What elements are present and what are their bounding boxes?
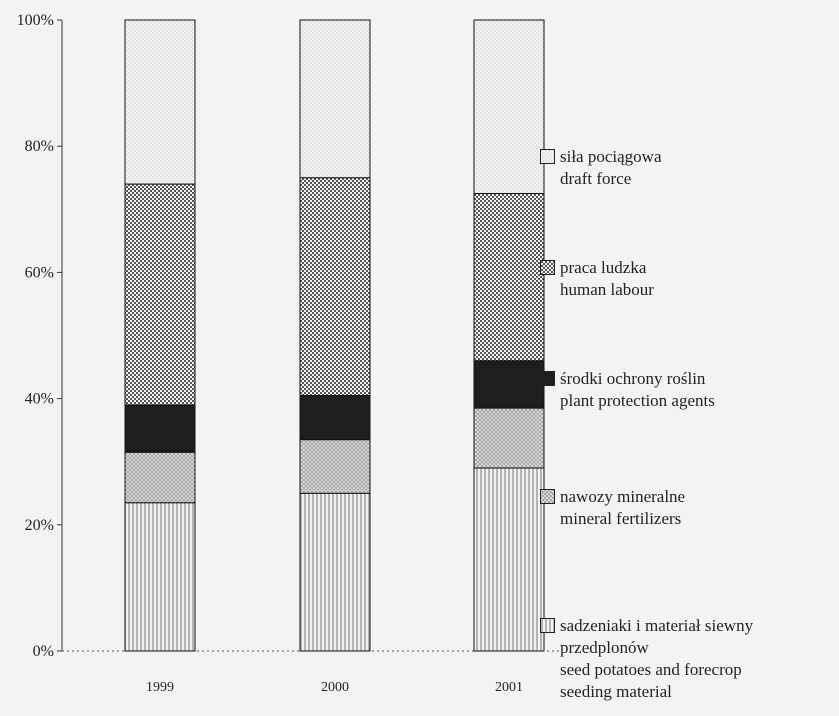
y-tick-label: 60%: [25, 264, 54, 281]
legend-item: siła pociągowa draft force: [540, 146, 662, 190]
legend-swatch: [540, 149, 555, 164]
y-tick-label: 80%: [25, 138, 54, 155]
y-tick-label: 40%: [25, 391, 54, 408]
legend-label: nawozy mineralne mineral fertilizers: [560, 487, 686, 528]
bar-segment: [473, 360, 545, 409]
bar-segment: [124, 404, 196, 453]
bar-segment: [124, 19, 196, 185]
x-tick-label: 2001: [495, 680, 523, 695]
bar-segment: [473, 19, 545, 195]
y-tick-label: 20%: [25, 517, 54, 534]
legend-swatch: [540, 618, 555, 633]
legend-item: nawozy mineralne mineral fertilizers: [540, 486, 685, 530]
bar-segment: [473, 193, 545, 362]
legend-swatch: [540, 260, 555, 275]
legend-label: sadzeniaki i materiał siewny przedplonów…: [560, 616, 754, 701]
legend-swatch: [540, 371, 555, 386]
bar-segment: [473, 467, 545, 652]
bar-segment: [299, 19, 371, 179]
legend-swatch: [540, 489, 555, 504]
legend-item: praca ludzka human labour: [540, 257, 654, 301]
y-tick-label: 0%: [33, 643, 54, 660]
bar-segment: [299, 394, 371, 441]
x-tick-label: 2000: [321, 680, 349, 695]
legend-label: środki ochrony roślin plant protection a…: [560, 369, 715, 410]
bar-segment: [124, 183, 196, 406]
legend-label: siła pociągowa draft force: [560, 147, 662, 188]
bar-segment: [299, 492, 371, 652]
legend-label: praca ludzka human labour: [560, 258, 654, 299]
bar-segment: [124, 451, 196, 504]
bar-segment: [299, 177, 371, 396]
legend-item: sadzeniaki i materiał siewny przedplonów…: [540, 615, 753, 703]
legend-item: środki ochrony roślin plant protection a…: [540, 368, 715, 412]
y-tick-label: 100%: [17, 12, 54, 29]
bar-segment: [124, 502, 196, 652]
bar-segment: [473, 407, 545, 469]
bar-segment: [299, 439, 371, 494]
x-tick-label: 1999: [146, 680, 174, 695]
